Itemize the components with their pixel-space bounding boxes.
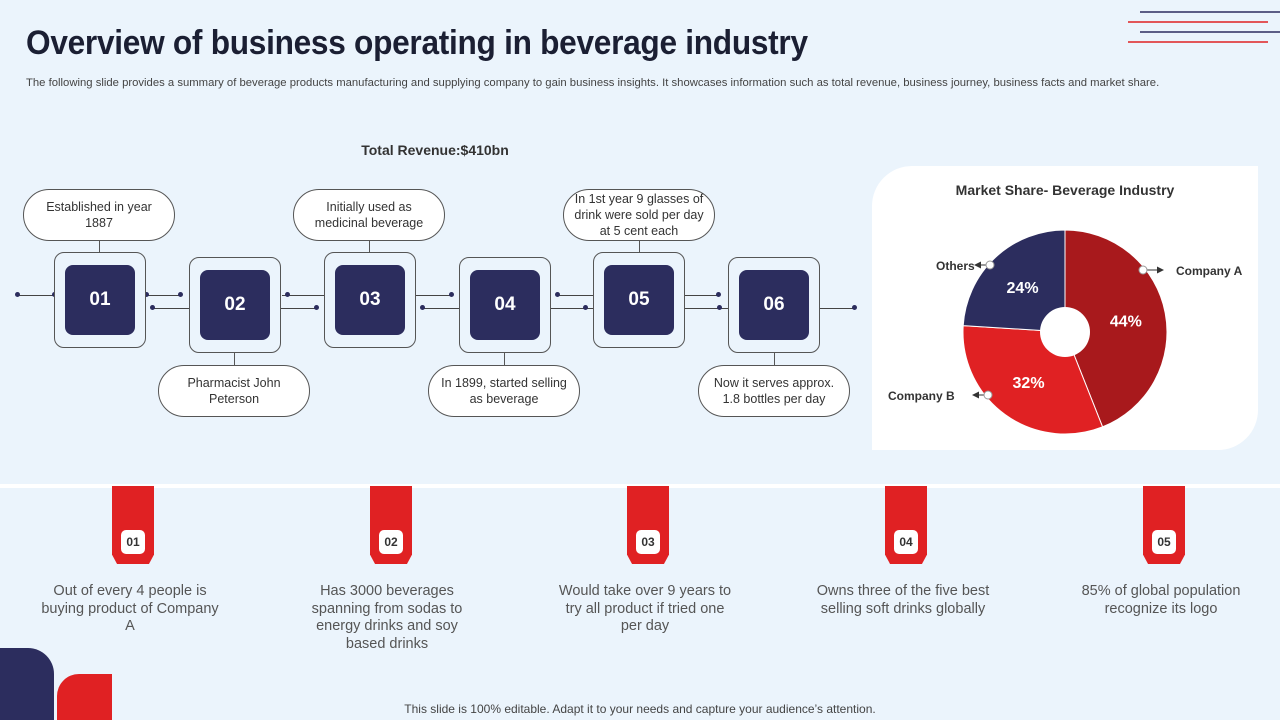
timeline-connector [282,295,324,296]
fact-tab-1: 01 [112,486,154,564]
page-subtitle: The following slide provides a summary o… [26,77,1160,89]
timeline-connector [551,308,594,309]
fact-tab-3: 03 [627,486,669,564]
fact-text-1: Out of every 4 people is buying product … [41,583,219,635]
step-number: 02 [200,270,270,340]
fact-text-5: 85% of global population recognize its l… [1081,583,1241,617]
step-number: 05 [604,265,674,335]
timeline-connector [18,295,55,296]
timeline-dot [583,305,588,310]
timeline-dot [716,292,721,297]
step-number: 01 [65,265,135,335]
timeline-note-6: Now it serves approx. 1.8 bottles per da… [698,365,850,417]
timeline-connector [153,308,190,309]
timeline-dot [852,305,857,310]
bubble-connector [369,240,370,252]
timeline-connector [685,295,719,296]
pie-label-company-b: 32% [1013,375,1045,392]
fact-text-2: Has 3000 beverages spanning from sodas t… [311,583,463,652]
timeline-dot [314,305,319,310]
timeline-connector [820,308,856,309]
timeline-connector [557,295,594,296]
timeline-connector [423,308,460,309]
timeline-note-3: Initially used as medicinal beverage [293,189,445,241]
pie-slice-others [962,229,1066,333]
corner-decoration-red [57,674,112,720]
timeline-step-2: 02 [189,257,281,353]
fact-number: 04 [894,530,918,554]
fact-tab-2: 02 [370,486,412,564]
legend-label-company-b: Company B [888,389,955,403]
fact-tab-5: 05 [1143,486,1185,564]
step-number: 04 [470,270,540,340]
timeline-dot [555,292,560,297]
timeline-step-6: 06 [728,257,820,353]
decorative-lines [1128,11,1280,43]
timeline-note-1: Established in year 1887 [23,189,175,241]
timeline-step-4: 04 [459,257,551,353]
timeline-connector [281,308,317,309]
corner-decoration-navy [0,648,54,720]
timeline-connector [147,295,181,296]
bubble-connector [639,240,640,252]
timeline-dot [178,292,183,297]
chart-title: Market Share- Beverage Industry [955,182,1175,198]
timeline-dot [717,305,722,310]
timeline-step-1: 01 [54,252,146,348]
timeline-dot [420,305,425,310]
market-share-chart: 44% 32% 24% Others Company A Company B [888,229,1243,435]
timeline-dot [150,305,155,310]
bubble-connector [99,240,100,252]
page-title: Overview of business operating in bevera… [26,24,808,62]
timeline-connector [685,308,728,309]
timeline-note-2: Pharmacist John Peterson [158,365,310,417]
market-share-panel: Market Share- Beverage Industry 44% 32% 24… [872,166,1258,450]
timeline-connector [416,295,452,296]
timeline-step-3: 03 [324,252,416,348]
timeline-note-4: In 1899, started selling as beverage [428,365,580,417]
pie-label-others: 24% [1007,280,1039,297]
fact-number: 01 [121,530,145,554]
fact-number: 02 [379,530,403,554]
legend-label-others: Others [936,259,975,273]
footer-note: This slide is 100% editable. Adapt it to… [404,702,876,716]
fact-number: 03 [636,530,660,554]
step-number: 06 [739,270,809,340]
fact-tab-4: 04 [885,486,927,564]
bubble-connector [774,353,775,365]
fact-number: 05 [1152,530,1176,554]
bubble-connector [234,353,235,365]
timeline-dot [144,292,149,297]
bubble-connector [504,353,505,365]
step-number: 03 [335,265,405,335]
fact-text-4: Owns three of the five best selling soft… [816,583,990,617]
timeline-step-5: 05 [593,252,685,348]
timeline-dot [449,292,454,297]
timeline-dot [15,292,20,297]
timeline-note-5: In 1st year 9 glasses of drink were sold… [563,189,715,241]
timeline-dot [285,292,290,297]
legend-label-company-a: Company A [1176,264,1243,278]
total-revenue: Total Revenue:$410bn [361,142,509,158]
pie-slice-company-a [1064,229,1168,428]
pie-label-company-a: 44% [1110,313,1142,330]
fact-text-3: Would take over 9 years to try all produ… [558,583,732,635]
